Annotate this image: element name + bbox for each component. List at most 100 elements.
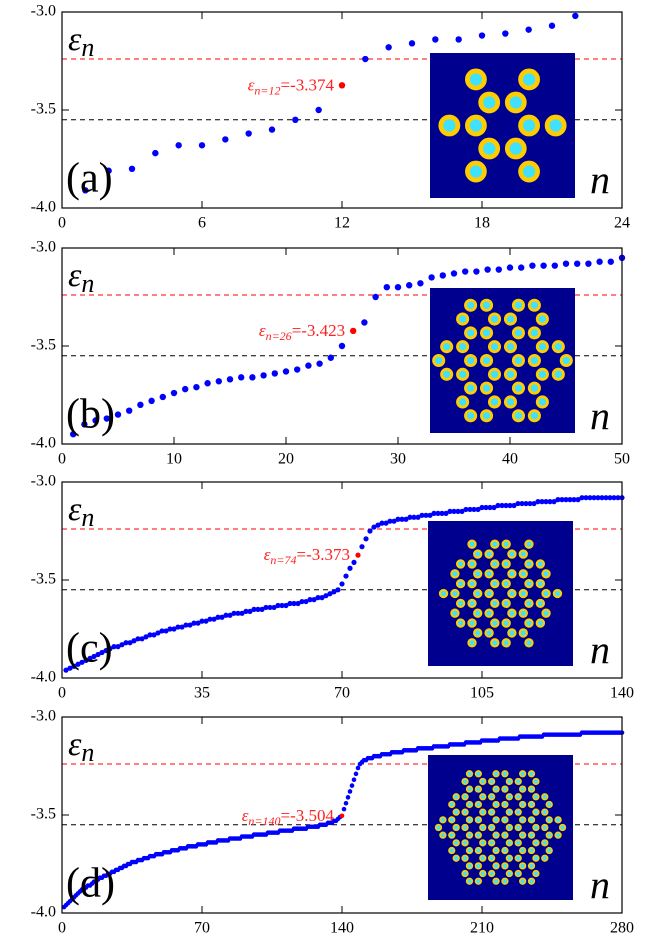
inset-site xyxy=(479,854,487,862)
inset-site xyxy=(503,340,518,354)
inset-site xyxy=(467,618,477,628)
data-point xyxy=(191,620,197,626)
inset-site xyxy=(545,831,553,839)
inset-site xyxy=(501,877,509,885)
data-point xyxy=(111,644,117,650)
inset-site xyxy=(544,114,567,137)
inset-site xyxy=(514,869,522,878)
inset-site xyxy=(511,353,525,368)
data-point xyxy=(495,266,502,273)
inset-site xyxy=(465,862,474,870)
data-point xyxy=(163,628,169,634)
y-label-symbol: ε xyxy=(68,726,82,763)
inset-site xyxy=(551,340,565,354)
data-point xyxy=(331,589,337,595)
data-point xyxy=(540,262,547,269)
data-point xyxy=(475,506,481,513)
data-point xyxy=(551,262,558,269)
inset-site xyxy=(501,598,511,609)
inset-site xyxy=(492,800,500,809)
x-tick-label: 105 xyxy=(470,685,494,702)
data-point xyxy=(518,264,525,271)
label-subscript: n=140 xyxy=(248,814,280,828)
inset-site xyxy=(448,831,456,839)
inset-site xyxy=(484,628,494,638)
data-point xyxy=(238,374,245,381)
data-point xyxy=(447,508,453,514)
inset-site xyxy=(518,549,528,559)
data-point xyxy=(343,800,349,806)
data-point xyxy=(82,187,89,194)
inset-site xyxy=(524,618,534,628)
inset-site xyxy=(501,578,511,589)
inset-site xyxy=(488,777,496,786)
data-point xyxy=(607,258,614,265)
inset-site xyxy=(479,839,487,847)
inset-site xyxy=(532,823,540,832)
inset-site xyxy=(474,770,482,778)
inset-site xyxy=(501,785,509,793)
data-point xyxy=(267,604,273,611)
inset-site xyxy=(518,569,528,579)
x-tick-label: 12 xyxy=(334,215,350,232)
inset-site xyxy=(519,816,527,824)
data-point xyxy=(450,270,458,277)
label-value: =-3.373 xyxy=(297,545,351,564)
data-point xyxy=(211,616,217,622)
data-point xyxy=(222,136,229,143)
inset-site xyxy=(527,770,536,778)
data-point xyxy=(411,514,417,520)
data-point xyxy=(347,565,353,571)
y-tick-label: -3.5 xyxy=(31,571,56,588)
highlight-point xyxy=(339,813,345,819)
inset-site xyxy=(465,831,474,839)
data-point xyxy=(249,374,256,381)
inset-site xyxy=(545,846,553,855)
inset-site xyxy=(541,839,549,847)
x-tick-label: 18 xyxy=(474,215,490,232)
data-point xyxy=(243,608,249,614)
data-point xyxy=(559,497,565,503)
data-point xyxy=(227,612,233,618)
data-point xyxy=(260,372,267,379)
data-point xyxy=(203,618,209,624)
data-point xyxy=(323,593,329,599)
y-axis-label: εn xyxy=(68,21,94,62)
data-point xyxy=(547,499,553,505)
inset-site xyxy=(558,823,567,832)
inset-site xyxy=(524,539,534,549)
data-point xyxy=(511,502,517,509)
data-point xyxy=(531,500,537,507)
inset-site xyxy=(492,862,500,870)
inset-site xyxy=(439,831,447,839)
inset-site xyxy=(473,588,483,599)
data-point xyxy=(283,602,289,609)
inset-site xyxy=(518,160,540,183)
data-point xyxy=(91,653,97,660)
inset-site xyxy=(474,785,482,793)
data-point xyxy=(567,497,573,503)
data-point xyxy=(338,342,346,350)
data-point xyxy=(487,504,493,511)
y-axis-label: εn xyxy=(68,257,94,298)
data-point xyxy=(179,624,185,630)
data-point xyxy=(131,638,137,644)
panel-label: (b) xyxy=(66,392,115,438)
inset-site xyxy=(487,395,502,409)
data-point xyxy=(170,389,178,397)
x-tick-label: 40 xyxy=(502,451,518,468)
inset-site xyxy=(464,409,478,423)
inset-site xyxy=(545,800,553,809)
data-point xyxy=(523,500,529,507)
inset-site xyxy=(480,409,494,423)
data-point xyxy=(529,262,536,269)
inset-site xyxy=(488,854,496,862)
x-tick-label: 6 xyxy=(198,215,206,232)
data-point xyxy=(294,366,301,373)
data-point xyxy=(235,610,241,616)
y-tick-label: -3.0 xyxy=(31,473,56,490)
data-point xyxy=(127,640,133,646)
inset-site xyxy=(464,381,478,395)
data-point xyxy=(539,499,545,505)
